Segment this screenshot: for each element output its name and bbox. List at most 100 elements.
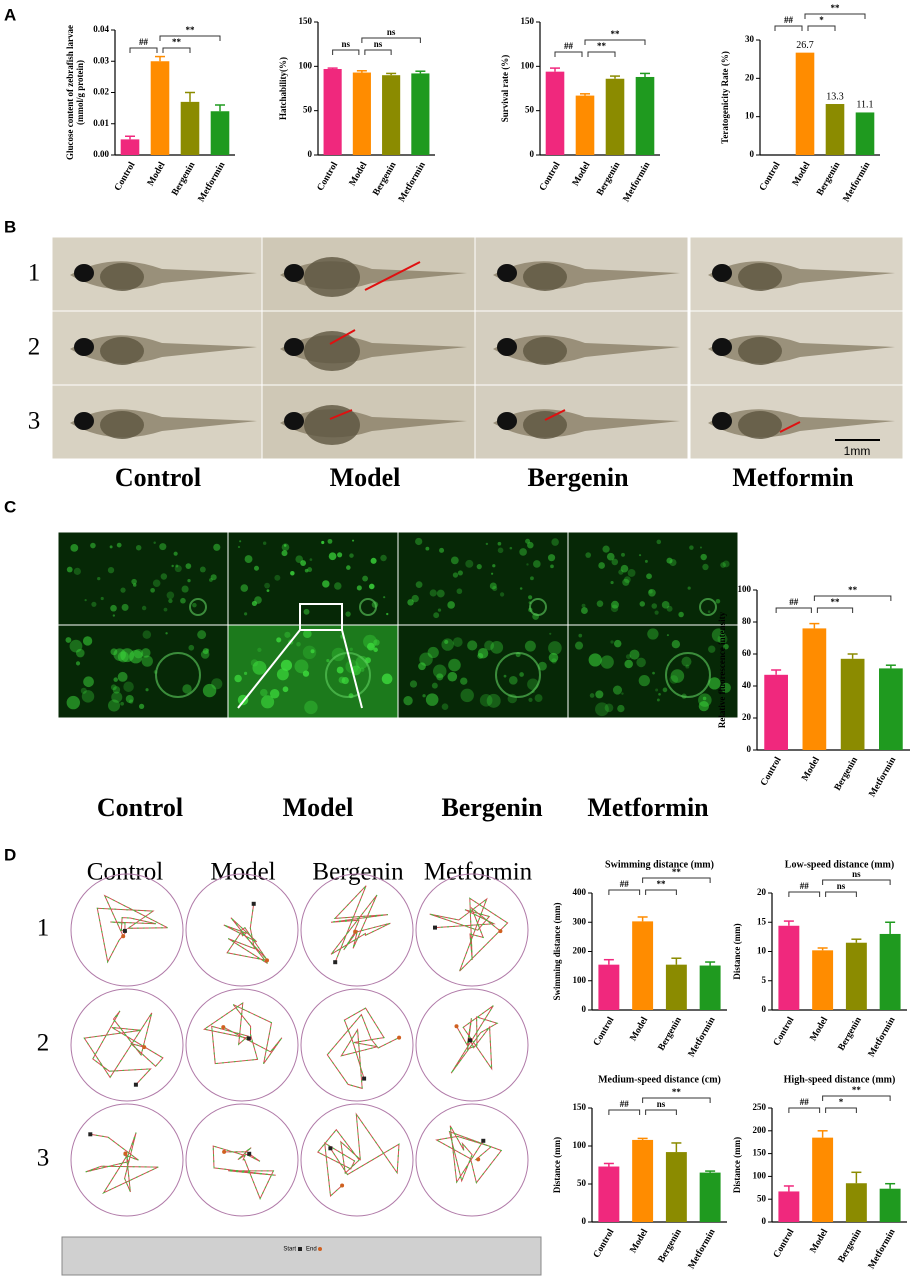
fluor-spot bbox=[610, 640, 614, 644]
fluor-spot bbox=[666, 605, 673, 612]
start-mark bbox=[88, 1132, 93, 1137]
fluor-spot bbox=[611, 600, 619, 609]
fluor-spot bbox=[345, 611, 351, 617]
y-tick-label: 150 bbox=[573, 1102, 587, 1112]
x-tick-label: Bergenin bbox=[371, 160, 398, 198]
y-tick-label: 200 bbox=[573, 946, 587, 956]
fluor-spot bbox=[530, 576, 534, 581]
y-axis-label: Survival rate (%) bbox=[500, 55, 510, 123]
bar bbox=[352, 72, 371, 155]
value-label: 13.3 bbox=[826, 91, 844, 102]
fluor-spot bbox=[625, 654, 631, 660]
x-tick-label: Model bbox=[146, 160, 168, 188]
track bbox=[317, 1112, 400, 1198]
fluor-spot bbox=[441, 703, 449, 711]
fluor-spot bbox=[82, 636, 93, 646]
fluor-spot bbox=[528, 697, 533, 702]
significance-bracket bbox=[159, 35, 221, 41]
zoom-line bbox=[237, 629, 301, 709]
fluor-spot bbox=[290, 570, 295, 576]
fluor-spot bbox=[662, 687, 668, 693]
x-tick-label: Bergenin bbox=[657, 1227, 684, 1265]
fluor-spot bbox=[588, 653, 602, 667]
fluor-spot bbox=[655, 688, 659, 692]
larva-yolk bbox=[523, 337, 567, 365]
fluor-spot bbox=[296, 641, 301, 647]
fluor-spot bbox=[447, 671, 458, 682]
fluor-spot bbox=[548, 652, 559, 663]
fluor-spot bbox=[581, 607, 588, 615]
significance-label: ns bbox=[374, 39, 383, 49]
fluor-spot bbox=[121, 603, 129, 611]
x-tick-label: Bergenin bbox=[837, 1227, 864, 1265]
fluor-spot bbox=[707, 610, 711, 613]
fluor-spot bbox=[111, 691, 123, 703]
fluor-spot bbox=[304, 700, 318, 715]
fluor-spot bbox=[129, 649, 143, 664]
row-label: 3 bbox=[37, 1145, 50, 1172]
significance-label: ## bbox=[139, 37, 149, 47]
fluor-spot bbox=[381, 673, 393, 685]
y-tick-label: 5 bbox=[762, 975, 767, 985]
significance-bracket bbox=[361, 37, 421, 43]
fluor-spot bbox=[437, 608, 442, 612]
well bbox=[300, 988, 414, 1102]
group-label: Metformin bbox=[424, 859, 533, 886]
significance-bracket bbox=[608, 889, 641, 895]
fluor-spot bbox=[202, 648, 209, 655]
larva-eye bbox=[497, 412, 517, 430]
fluor-spot bbox=[280, 659, 293, 671]
x-tick-label: Bergenin bbox=[837, 1015, 864, 1053]
fluor-spot bbox=[326, 659, 330, 663]
fluor-spot bbox=[363, 634, 377, 649]
y-axis-label: Glucose content of zebrafish larvae bbox=[65, 25, 75, 160]
fluor-spot bbox=[209, 578, 213, 582]
fluor-spot bbox=[623, 576, 631, 583]
significance-label: ** bbox=[831, 597, 841, 607]
larva-eye bbox=[712, 412, 732, 430]
y-tick-label: 50 bbox=[525, 105, 535, 115]
larva-yolk bbox=[738, 337, 782, 365]
chart-title: Medium-speed distance (cm) bbox=[598, 1074, 721, 1085]
fluor-spot bbox=[81, 690, 95, 703]
track bbox=[96, 894, 168, 964]
fluor-spot bbox=[656, 539, 662, 545]
fluor-spot bbox=[652, 671, 655, 675]
y-tick-label: 100 bbox=[753, 1170, 767, 1180]
significance-bracket bbox=[775, 607, 812, 613]
y-tick-label: 0.04 bbox=[93, 24, 109, 34]
x-tick-label: Metformin bbox=[622, 160, 653, 204]
fluor-spot bbox=[644, 559, 648, 563]
significance-label: ## bbox=[800, 1097, 810, 1107]
fluor-spot bbox=[548, 641, 562, 655]
y-tick-label: 250 bbox=[753, 1102, 767, 1112]
y-tick-label: 0 bbox=[308, 149, 313, 159]
fluor-spot bbox=[622, 578, 630, 586]
fluor-spot bbox=[589, 693, 595, 698]
row-label: 3 bbox=[28, 408, 41, 435]
y-tick-label: 150 bbox=[299, 16, 313, 26]
y-tick-label: 200 bbox=[753, 1125, 767, 1135]
y-tick-label: 15 bbox=[757, 916, 767, 926]
fluor-spot bbox=[639, 601, 646, 607]
x-tick-label: Model bbox=[629, 1227, 651, 1255]
bar bbox=[598, 964, 620, 1010]
fluor-spot bbox=[302, 645, 317, 660]
track bbox=[317, 1112, 400, 1198]
significance-bracket bbox=[642, 1097, 711, 1103]
y-tick-label: 30 bbox=[745, 34, 755, 44]
fluor-spot bbox=[180, 597, 186, 604]
zoom-box bbox=[299, 603, 343, 631]
fluor-spot bbox=[722, 560, 730, 568]
larva-eye bbox=[712, 338, 732, 356]
fluor-eye bbox=[495, 652, 541, 698]
fluor-spot bbox=[702, 563, 709, 571]
y-axis-label: Distance (mm) bbox=[552, 1137, 562, 1193]
bar bbox=[382, 75, 401, 155]
fluor-spot bbox=[309, 558, 313, 561]
fluor-spot bbox=[441, 638, 454, 651]
group-label: Control bbox=[97, 793, 183, 822]
fluor-spot bbox=[621, 692, 624, 695]
fluor-spot bbox=[300, 560, 307, 566]
y-tick-label: 100 bbox=[521, 60, 535, 70]
